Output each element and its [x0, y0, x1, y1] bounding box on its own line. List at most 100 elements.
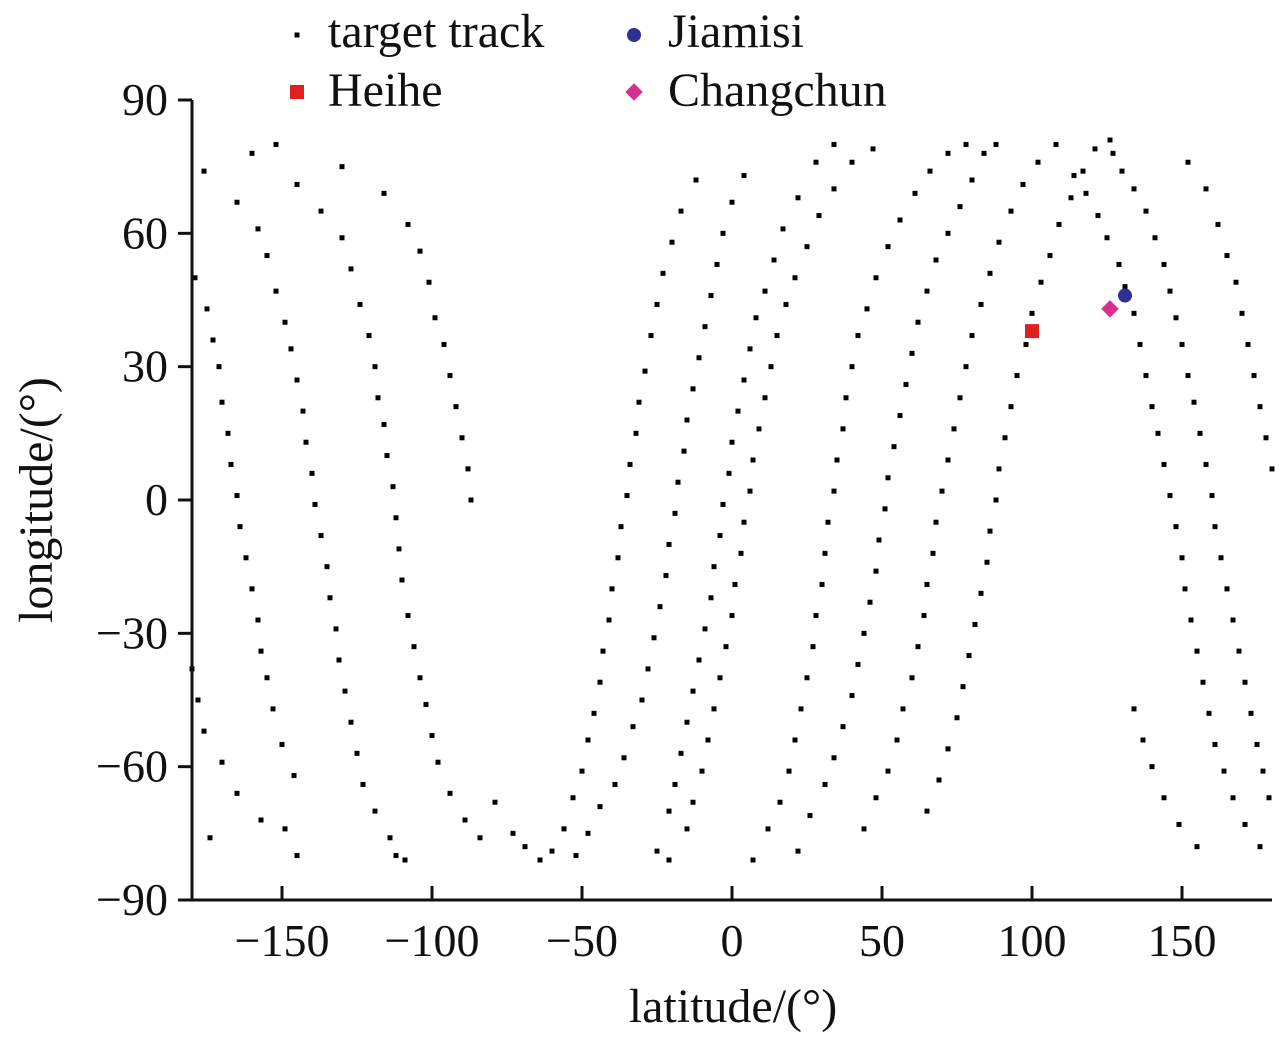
track-point	[762, 288, 768, 294]
track-point	[387, 835, 393, 841]
changchun-point	[1101, 300, 1119, 318]
track-point	[249, 586, 255, 592]
track-point	[654, 301, 660, 307]
track-point	[960, 684, 966, 690]
track-point	[786, 768, 792, 774]
track-point	[423, 701, 429, 707]
legend-marker	[294, 32, 300, 38]
legend-item: Jiamisi	[627, 5, 804, 58]
track-point	[729, 613, 735, 619]
track-point	[1131, 310, 1137, 316]
track-point	[738, 550, 744, 556]
track-point	[201, 728, 207, 734]
track-point	[615, 555, 621, 561]
track-point	[282, 826, 288, 832]
legend-marker	[290, 85, 304, 99]
track-point	[714, 261, 720, 267]
track-point	[804, 675, 810, 681]
track-point	[621, 755, 627, 761]
track-point	[840, 724, 846, 730]
track-point	[1188, 617, 1194, 623]
track-point	[204, 306, 210, 312]
track-point	[234, 199, 240, 205]
track-point	[885, 475, 891, 481]
legend-label: Heihe	[328, 64, 443, 117]
track-point	[1173, 315, 1179, 321]
track-point	[462, 817, 468, 823]
track-point	[867, 599, 873, 605]
track-point	[1023, 341, 1029, 347]
track-point	[861, 630, 867, 636]
track-point	[945, 457, 951, 463]
track-point	[237, 524, 243, 530]
track-point	[381, 421, 387, 427]
track-point	[1245, 341, 1251, 347]
track-point	[1224, 586, 1230, 592]
track-point	[1143, 208, 1149, 214]
track-point	[270, 706, 276, 712]
track-point	[597, 679, 603, 685]
track-point	[318, 533, 324, 539]
track-point	[924, 808, 930, 814]
track-point	[849, 364, 855, 370]
track-point	[804, 244, 810, 250]
track-point	[831, 755, 837, 761]
track-point	[228, 461, 234, 467]
track-point	[192, 275, 198, 281]
track-point	[1053, 141, 1059, 147]
track-point	[831, 186, 837, 192]
track-point	[1068, 195, 1074, 201]
track-point	[1080, 168, 1086, 174]
track-point	[318, 208, 324, 214]
track-point	[429, 733, 435, 739]
track-point	[747, 346, 753, 352]
track-point	[348, 719, 354, 725]
track-point	[1215, 221, 1221, 227]
track-point	[255, 617, 261, 623]
track-point	[957, 204, 963, 210]
track-point	[951, 426, 957, 432]
track-point	[705, 737, 711, 743]
track-point	[1116, 261, 1122, 267]
track-point	[411, 644, 417, 650]
track-point	[1149, 404, 1155, 410]
track-point	[585, 737, 591, 743]
track-point	[432, 315, 438, 321]
track-point	[792, 737, 798, 743]
track-point	[885, 244, 891, 250]
track-point	[666, 857, 672, 863]
track-point	[372, 364, 378, 370]
track-point	[360, 781, 366, 787]
track-point	[864, 306, 870, 312]
track-point	[684, 826, 690, 832]
y-tick-label: −60	[96, 741, 168, 792]
track-point	[954, 715, 960, 721]
track-point	[255, 226, 261, 232]
track-point	[963, 364, 969, 370]
track-point	[1251, 373, 1257, 379]
track-point	[945, 230, 951, 236]
track-point	[1206, 710, 1212, 716]
track-point	[903, 381, 909, 387]
track-point	[936, 777, 942, 783]
track-point	[312, 501, 318, 507]
track-point	[1161, 795, 1167, 801]
track-point	[1242, 821, 1248, 827]
track-point	[690, 688, 696, 694]
track-point	[855, 661, 861, 667]
track-point	[1263, 435, 1269, 441]
track-point	[783, 301, 789, 307]
track-point	[684, 719, 690, 725]
track-point	[333, 626, 339, 632]
track-point	[258, 817, 264, 823]
track-point	[336, 657, 342, 663]
track-point	[1071, 173, 1077, 179]
track-point	[1155, 430, 1161, 436]
track-point	[708, 293, 714, 299]
track-point	[201, 168, 207, 174]
track-point	[645, 666, 651, 672]
track-point	[969, 177, 975, 183]
track-point	[702, 324, 708, 330]
track-point	[1020, 181, 1026, 187]
track-point	[792, 275, 798, 281]
